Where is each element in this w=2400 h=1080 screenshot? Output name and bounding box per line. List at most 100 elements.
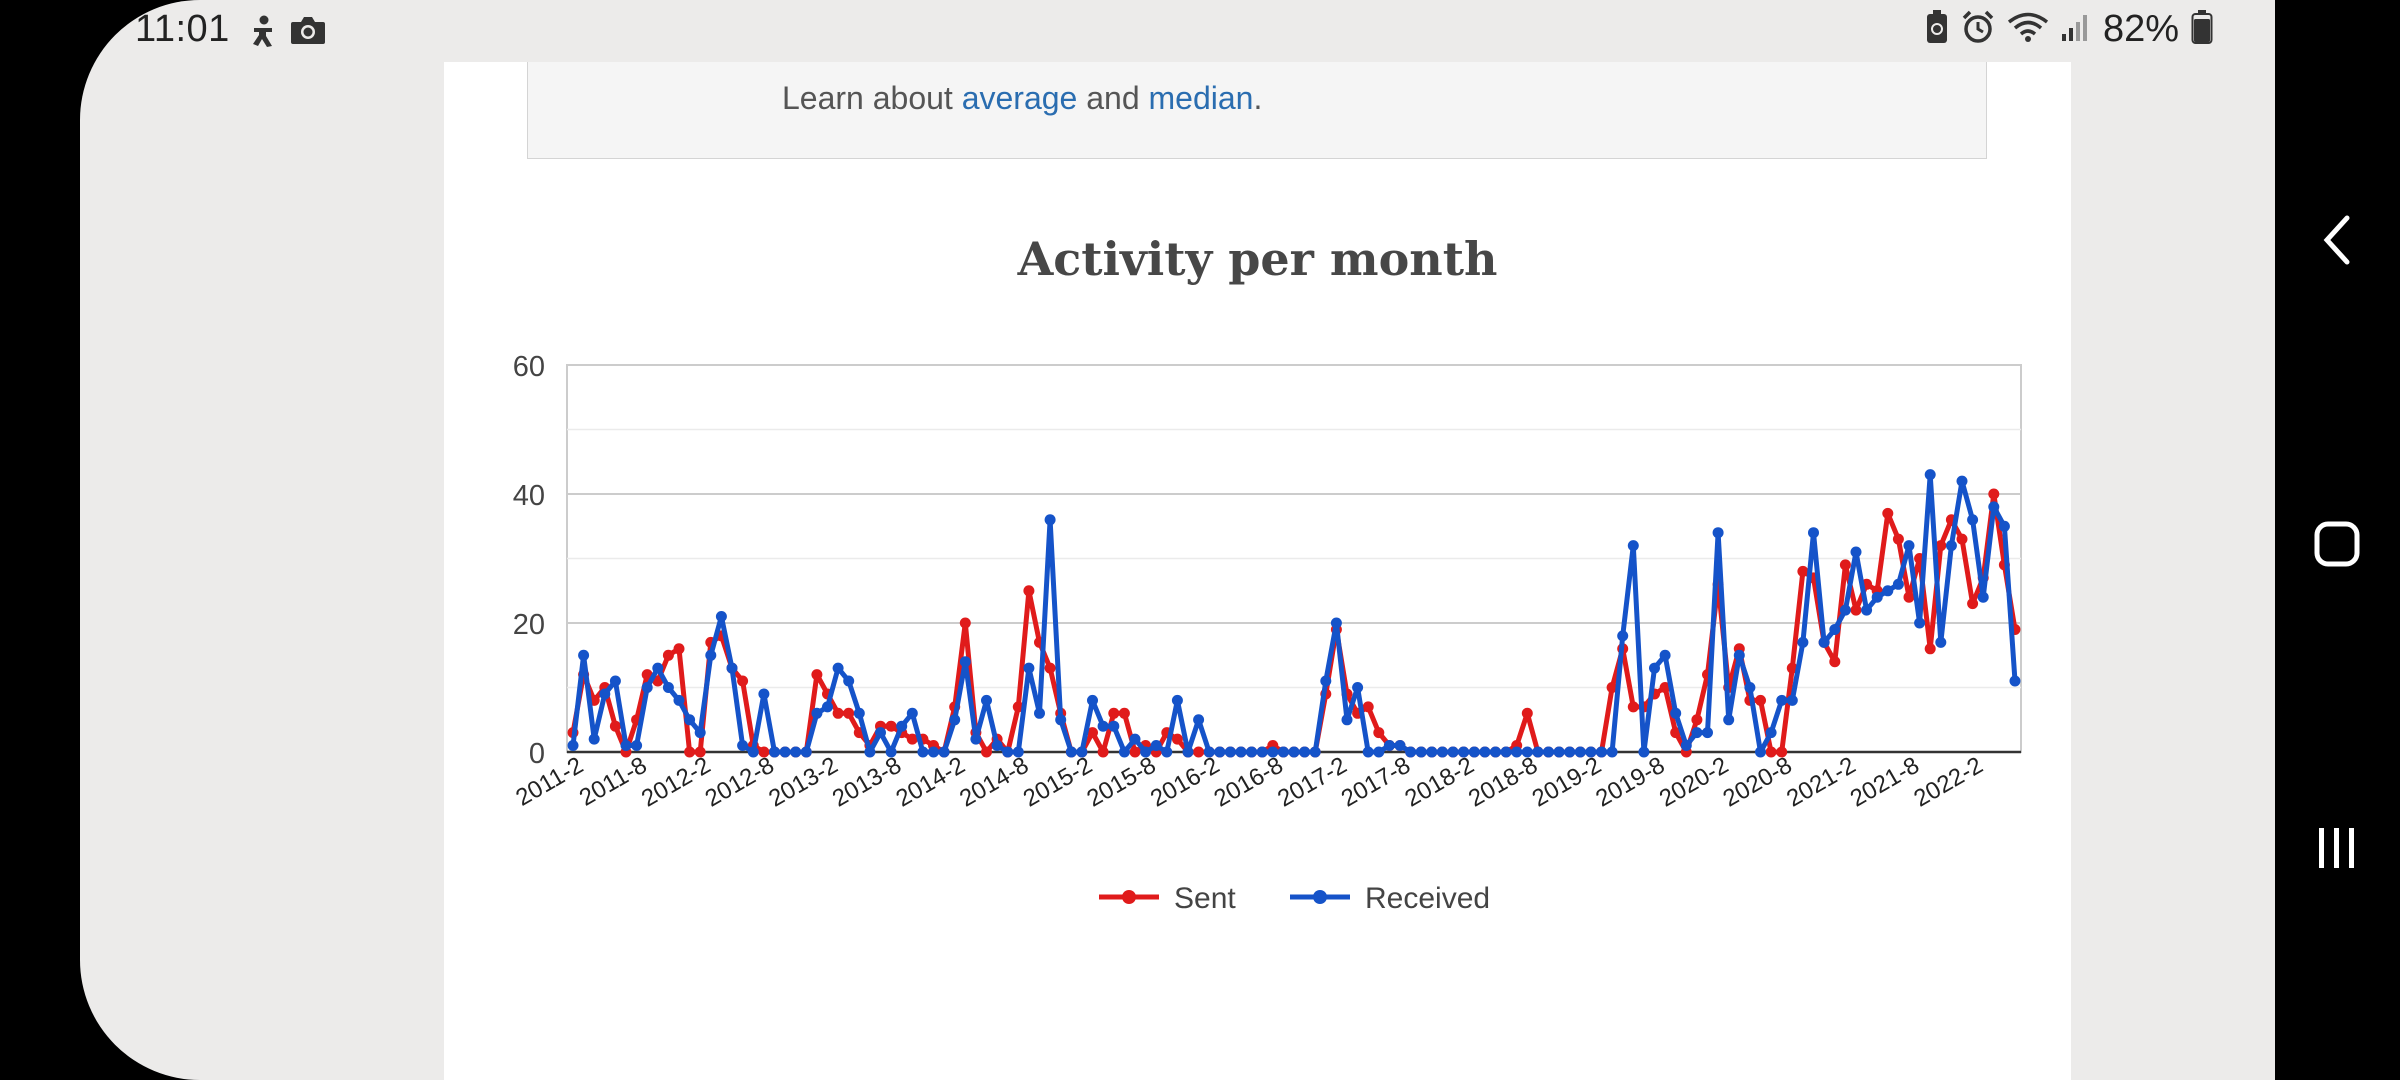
x-tick-label: 2011-8 xyxy=(575,752,652,812)
data-point-received xyxy=(673,694,685,706)
data-point-received xyxy=(631,740,643,751)
data-point-received xyxy=(1649,662,1660,674)
data-point-sent xyxy=(1097,746,1109,758)
data-point-sent xyxy=(1087,727,1098,739)
y-tick-label: 60 xyxy=(513,351,545,383)
data-point-received xyxy=(1956,475,1968,487)
average-link[interactable]: average xyxy=(961,80,1078,116)
data-point-received xyxy=(1256,746,1268,758)
data-point-received xyxy=(1320,675,1332,687)
data-point-received xyxy=(1436,746,1448,758)
back-icon[interactable] xyxy=(2305,208,2369,272)
data-point-received xyxy=(1065,746,1077,758)
data-point-received xyxy=(609,675,621,687)
navigation-bar xyxy=(2275,0,2400,1080)
x-tick-label: 2012-8 xyxy=(701,752,779,813)
data-point-sent xyxy=(1362,701,1374,713)
data-point-received xyxy=(1903,540,1915,552)
data-point-received xyxy=(769,746,780,758)
data-point-received xyxy=(1224,746,1236,758)
data-point-sent xyxy=(1882,507,1894,519)
x-tick-label: 2019-2 xyxy=(1528,752,1606,813)
status-bar: 11:01 xyxy=(80,0,2275,62)
data-point-received xyxy=(928,746,939,758)
data-point-sent xyxy=(1924,643,1936,655)
data-point-received xyxy=(737,740,749,751)
x-tick-label: 2014-2 xyxy=(891,752,969,813)
data-point-received xyxy=(1076,746,1088,758)
data-point-sent xyxy=(832,707,844,719)
data-point-received xyxy=(1553,746,1565,758)
data-point-received xyxy=(1023,662,1035,674)
data-point-sent xyxy=(1373,727,1385,739)
data-point-sent xyxy=(1956,533,1968,545)
data-point-received xyxy=(1277,746,1289,758)
data-point-received xyxy=(567,740,579,751)
data-point-received xyxy=(1521,746,1533,758)
x-tick-label: 2015-8 xyxy=(1082,752,1160,813)
data-point-sent xyxy=(1839,559,1851,571)
data-point-received xyxy=(1765,727,1777,739)
median-link[interactable]: median xyxy=(1148,80,1254,116)
data-point-received xyxy=(1723,714,1735,726)
legend-label-received: Received xyxy=(1365,882,1490,915)
data-point-received xyxy=(1352,682,1364,693)
battery-saver-icon xyxy=(1925,10,1949,49)
data-point-received xyxy=(800,746,812,758)
alarm-icon xyxy=(1961,10,1995,49)
home-icon[interactable] xyxy=(2305,512,2369,576)
data-point-received xyxy=(779,746,791,758)
data-point-sent xyxy=(609,720,621,732)
y-tick-label: 0 xyxy=(529,738,545,770)
x-tick-label: 2020-8 xyxy=(1719,752,1797,813)
data-point-received xyxy=(991,740,1003,751)
data-point-sent xyxy=(1606,682,1618,693)
x-tick-label: 2021-2 xyxy=(1782,752,1860,813)
x-tick-label: 2013-2 xyxy=(764,752,842,813)
data-point-received xyxy=(1383,740,1395,751)
web-page[interactable]: Learn about average and median. Activity… xyxy=(444,62,2071,1080)
data-point-received xyxy=(949,714,961,726)
x-tick-label: 2014-8 xyxy=(955,752,1033,813)
data-point-received xyxy=(1447,746,1459,758)
data-point-sent xyxy=(1627,701,1639,713)
data-point-sent xyxy=(1967,598,1979,610)
signal-icon xyxy=(2061,12,2091,47)
data-point-received xyxy=(1235,746,1247,758)
data-point-received xyxy=(1118,746,1130,758)
data-point-received xyxy=(620,740,632,751)
data-point-received xyxy=(1850,546,1862,558)
data-point-received xyxy=(1543,746,1554,758)
data-point-sent xyxy=(1521,707,1533,719)
data-point-received xyxy=(1617,630,1629,642)
data-point-received xyxy=(1702,727,1713,739)
data-point-received xyxy=(981,694,992,706)
data-point-received xyxy=(1288,746,1300,758)
data-point-received xyxy=(1394,740,1406,751)
data-point-received xyxy=(1330,617,1342,629)
data-point-received xyxy=(1988,501,2000,513)
data-point-received xyxy=(1500,746,1512,758)
data-point-sent xyxy=(694,746,706,758)
data-point-sent xyxy=(1044,662,1056,674)
data-point-received xyxy=(1670,707,1682,719)
x-tick-label: 2018-8 xyxy=(1464,752,1542,813)
data-point-received xyxy=(1924,469,1936,481)
data-point-received xyxy=(1373,746,1385,758)
x-tick-label: 2015-2 xyxy=(1019,752,1097,813)
data-point-received xyxy=(1744,682,1756,693)
data-point-sent xyxy=(811,669,823,681)
data-point-sent xyxy=(1935,540,1947,552)
recents-icon[interactable] xyxy=(2305,816,2369,880)
data-point-received xyxy=(1882,585,1894,597)
data-point-sent xyxy=(673,643,685,655)
x-tick-label: 2020-2 xyxy=(1655,752,1733,813)
data-point-sent xyxy=(906,733,918,745)
x-tick-label: 2017-8 xyxy=(1337,752,1415,813)
data-point-received xyxy=(1606,746,1618,758)
data-point-sent xyxy=(662,649,674,661)
x-tick-label: 2016-2 xyxy=(1146,752,1224,813)
data-point-received xyxy=(1511,746,1523,758)
data-point-received xyxy=(578,649,590,661)
